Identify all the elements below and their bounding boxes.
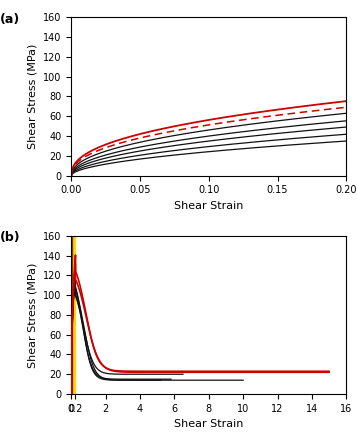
Bar	[71, 236, 75, 394]
X-axis label: Shear Strain: Shear Strain	[174, 419, 243, 429]
Y-axis label: Shear Stress (MPa): Shear Stress (MPa)	[27, 262, 37, 368]
Text: (a): (a)	[0, 13, 20, 26]
X-axis label: Shear Strain: Shear Strain	[174, 201, 243, 211]
Y-axis label: Shear Stress (MPa): Shear Stress (MPa)	[27, 44, 37, 149]
Text: (b): (b)	[0, 231, 21, 244]
